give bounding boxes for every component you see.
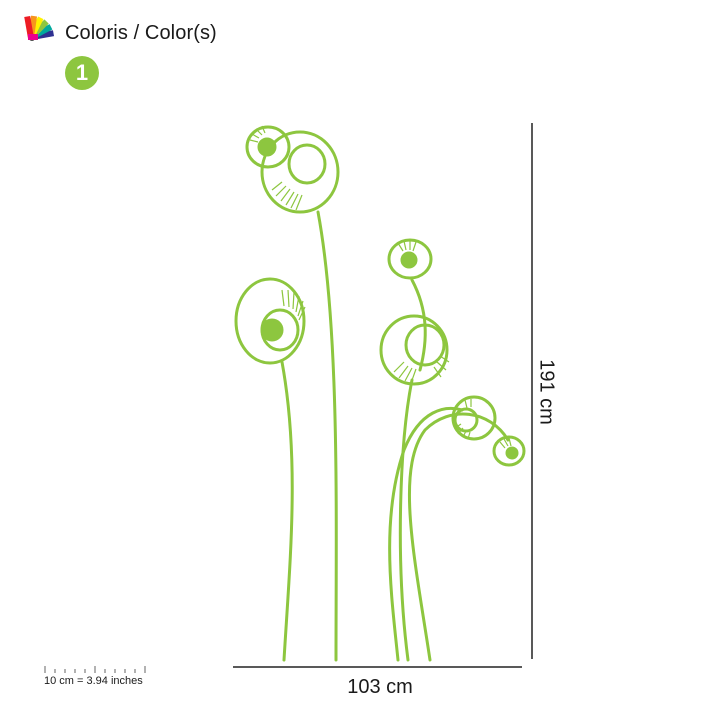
stem-3	[388, 406, 464, 662]
stem-5	[407, 412, 510, 662]
height-dimension-label: 191 cm	[535, 359, 558, 425]
color-section-title: Coloris / Color(s)	[65, 22, 217, 44]
flower-6	[492, 435, 526, 467]
color-swatch-fan-icon	[24, 15, 55, 41]
flower-4	[379, 314, 450, 386]
flower-2	[234, 277, 306, 365]
flower-3	[387, 238, 433, 280]
flower-5	[451, 395, 497, 441]
color-number-badge: 1	[65, 56, 99, 90]
stem-4	[398, 378, 414, 662]
stem-1	[280, 360, 294, 662]
flower-1	[245, 125, 340, 214]
scale-ruler	[44, 666, 146, 673]
stem-2	[316, 210, 338, 662]
scale-label: 10 cm = 3.94 inches	[44, 675, 143, 687]
width-dimension-label: 103 cm	[347, 676, 413, 698]
